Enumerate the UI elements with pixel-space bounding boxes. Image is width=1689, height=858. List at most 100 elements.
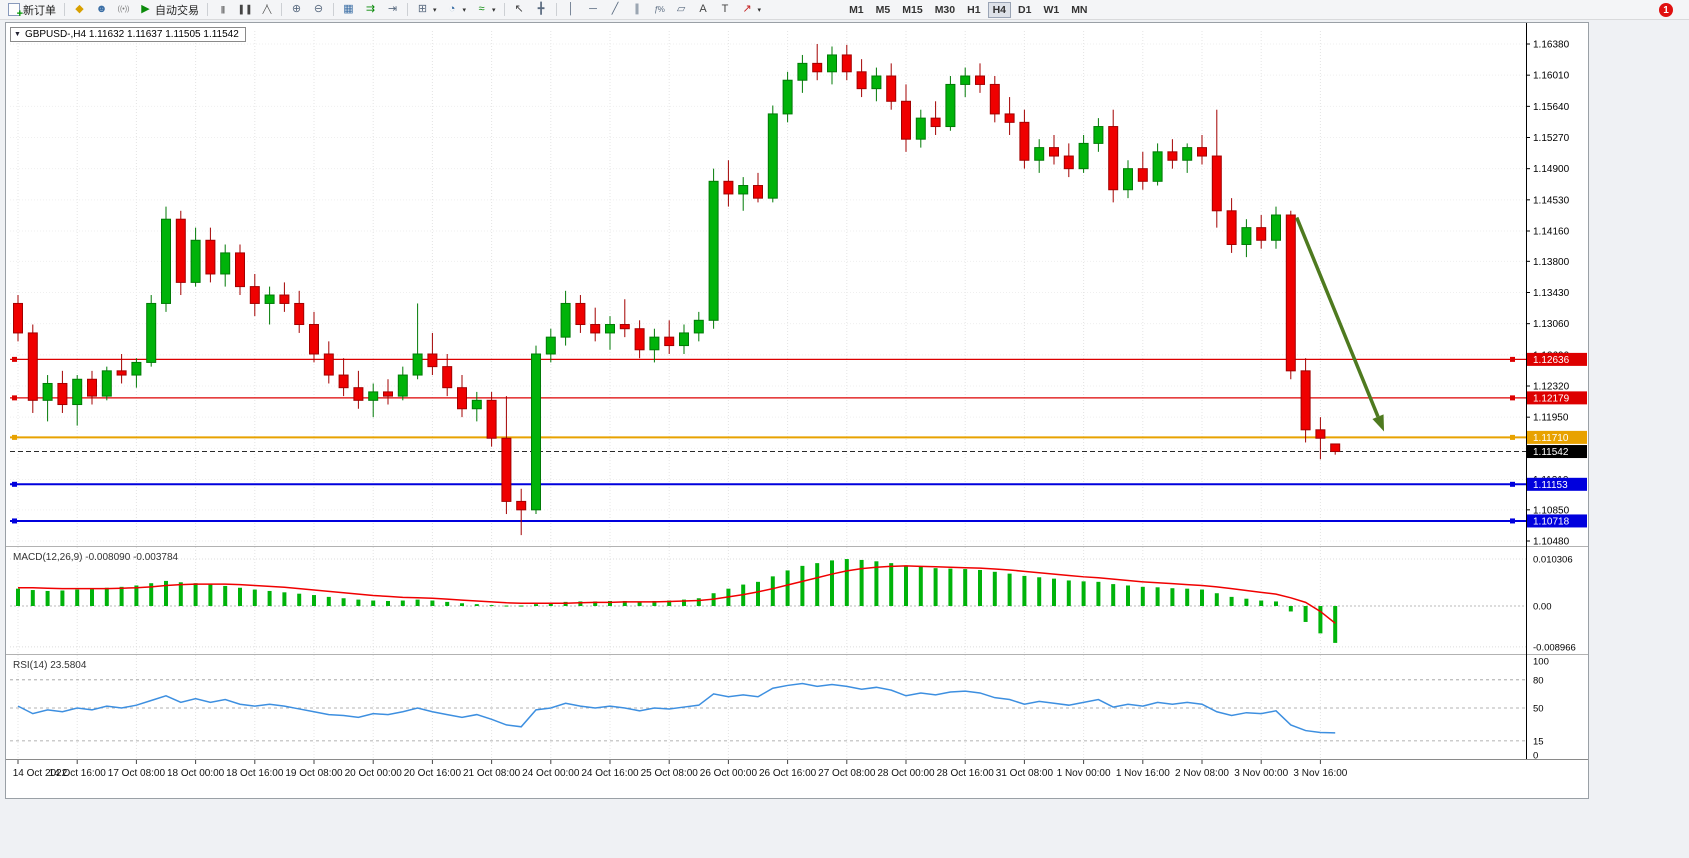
timeframe-d1[interactable]: D1 — [1013, 2, 1036, 18]
horizontal-line-button[interactable]: ─ — [583, 1, 604, 19]
profiles-button[interactable]: ◔ ▾ — [442, 1, 471, 19]
timeframe-mn[interactable]: MN — [1066, 2, 1092, 18]
svg-text:14 Oct 16:00: 14 Oct 16:00 — [49, 768, 107, 779]
new-order-label: 新订单 — [23, 4, 56, 17]
candlestick-chart-icon: ▌▐ — [239, 4, 250, 14]
timeframe-toolbar: M1 M5 M15 M30 H1 H4 D1 W1 MN — [844, 1, 1092, 18]
svg-text:27 Oct 08:00: 27 Oct 08:00 — [818, 768, 876, 779]
auto-scroll-button[interactable]: ⇉ — [360, 1, 381, 19]
arrows-button[interactable]: ↗ ▾ — [737, 1, 766, 19]
svg-text:1.13430: 1.13430 — [1533, 288, 1570, 299]
zoom-out-button[interactable]: ⊖ — [308, 1, 329, 19]
metaeditor-button[interactable]: ◆ — [69, 1, 90, 19]
fibonacci-button[interactable]: ƒ% — [649, 1, 670, 19]
signals-icon: ((•)) — [117, 6, 130, 13]
candlestick-chart-button[interactable]: ▌▐ — [234, 1, 255, 19]
svg-text:1.11542: 1.11542 — [1533, 447, 1569, 458]
main-toolbar: + 新订单 ◆ ☻ ((•)) ▶ 自动交易 ||| ▌▐ ╱╲ ⊕ ⊖ ▦ ⇉… — [0, 0, 1689, 20]
new-order-icon: + — [8, 3, 23, 20]
trend-arrow-annotation[interactable] — [1295, 216, 1385, 432]
macd-panel — [10, 558, 1526, 648]
svg-text:14 Oct 2022: 14 Oct 2022 — [13, 768, 68, 779]
timeframe-h4[interactable]: H4 — [987, 1, 1011, 18]
shapes-button[interactable]: ▱ — [671, 1, 692, 19]
terminal-icon: ☻ — [95, 3, 108, 15]
timeframe-m5[interactable]: M5 — [871, 2, 896, 18]
timeframe-m30[interactable]: M30 — [930, 2, 960, 18]
dropdown-caret-icon: ▾ — [757, 6, 762, 14]
crosshair-icon: ╋ — [537, 3, 545, 15]
toolbar-separator — [407, 3, 408, 16]
terminal-button[interactable]: ☻ — [91, 1, 112, 19]
auto-scroll-icon: ⇉ — [365, 3, 376, 15]
notification-badge[interactable]: 1 — [1659, 3, 1673, 17]
text-label-button[interactable]: T — [715, 1, 736, 19]
timeframe-w1[interactable]: W1 — [1038, 2, 1064, 18]
signals-button[interactable]: ((•)) — [113, 1, 134, 19]
svg-text:18 Oct 16:00: 18 Oct 16:00 — [226, 768, 284, 779]
fibonacci-icon: ƒ% — [654, 4, 665, 14]
timeframe-m1[interactable]: M1 — [844, 2, 869, 18]
indicators-button[interactable]: ≈ ▾ — [471, 1, 500, 19]
horizontal-price-lines[interactable] — [10, 356, 1526, 524]
zoom-out-icon: ⊖ — [313, 3, 324, 15]
svg-text:26 Oct 00:00: 26 Oct 00:00 — [700, 768, 758, 779]
svg-text:1.12320: 1.12320 — [1533, 382, 1570, 393]
svg-text:1.10850: 1.10850 — [1533, 505, 1570, 516]
cursor-icon: ↖ — [514, 3, 524, 15]
new-chart-icon: ⊞ — [417, 3, 428, 15]
line-chart-button[interactable]: ╱╲ — [256, 1, 277, 19]
cursor-button[interactable]: ↖ — [509, 1, 530, 19]
horizontal-line-icon: ─ — [589, 3, 597, 15]
grid-layer — [10, 31, 1526, 759]
toolbar-separator — [555, 3, 557, 16]
shapes-icon: ▱ — [676, 3, 686, 15]
svg-text:31 Oct 08:00: 31 Oct 08:00 — [996, 768, 1054, 779]
new-order-button[interactable]: + 新订单 — [4, 1, 60, 20]
svg-text:1.15270: 1.15270 — [1533, 133, 1570, 144]
svg-text:1.12636: 1.12636 — [1533, 355, 1570, 366]
line-chart-icon: ╱╲ — [262, 4, 272, 14]
symbol-tab[interactable]: ▼ GBPUSD-,H4 1.11632 1.11637 1.11505 1.1… — [10, 27, 246, 42]
toolbar-separator — [503, 3, 505, 16]
zoom-in-button[interactable]: ⊕ — [286, 1, 307, 19]
arrows-icon: ↗ — [742, 3, 752, 15]
svg-text:1.14900: 1.14900 — [1533, 164, 1570, 175]
candles-layer — [13, 44, 1341, 536]
autotrading-button[interactable]: ▶ 自动交易 — [135, 1, 203, 19]
channel-button[interactable]: ∥ — [627, 1, 648, 19]
svg-text:0.00: 0.00 — [1533, 602, 1552, 613]
vertical-line-button[interactable]: │ — [561, 1, 582, 19]
price-axis[interactable]: 1.16380 1.16010 1.15640 1.15270 1.14900 1.145… — [1526, 23, 1587, 762]
svg-text:50: 50 — [1533, 704, 1544, 715]
zoom-in-icon: ⊕ — [291, 3, 302, 15]
tile-windows-button[interactable]: ▦ — [338, 1, 359, 19]
svg-text:1.11710: 1.11710 — [1533, 433, 1569, 444]
collapse-caret-icon: ▼ — [14, 31, 21, 38]
svg-text:0: 0 — [1533, 751, 1538, 762]
metaeditor-icon: ◆ — [75, 3, 84, 15]
tile-windows-icon: ▦ — [343, 3, 354, 15]
toolbar-separator — [281, 3, 282, 16]
text-button[interactable]: A — [693, 1, 714, 19]
crosshair-button[interactable]: ╋ — [531, 1, 552, 19]
svg-text:18 Oct 00:00: 18 Oct 00:00 — [167, 768, 225, 779]
svg-text:1.13060: 1.13060 — [1533, 319, 1570, 330]
new-chart-button[interactable]: ⊞ ▾ — [412, 1, 441, 19]
dropdown-caret-icon: ▾ — [433, 6, 437, 14]
macd-label: MACD(12,26,9) -0.008090 -0.003784 — [13, 552, 179, 563]
svg-text:2 Nov 08:00: 2 Nov 08:00 — [1175, 768, 1229, 779]
chart-shift-button[interactable]: ⇥ — [382, 1, 403, 19]
trendline-button[interactable]: ╱ — [605, 1, 626, 19]
text-label-icon: T — [721, 3, 729, 15]
timeframe-h1[interactable]: H1 — [962, 2, 985, 18]
chart-canvas[interactable]: 1.16380 1.16010 1.15640 1.15270 1.14900 1.145… — [6, 23, 1588, 798]
svg-text:1.14530: 1.14530 — [1533, 195, 1570, 206]
bar-chart-button[interactable]: ||| — [212, 1, 233, 19]
dropdown-caret-icon: ▾ — [492, 6, 496, 14]
timeframe-m15[interactable]: M15 — [897, 2, 927, 18]
chart-window: 1.16380 1.16010 1.15640 1.15270 1.14900 1.145… — [5, 22, 1589, 799]
svg-text:80: 80 — [1533, 675, 1544, 686]
